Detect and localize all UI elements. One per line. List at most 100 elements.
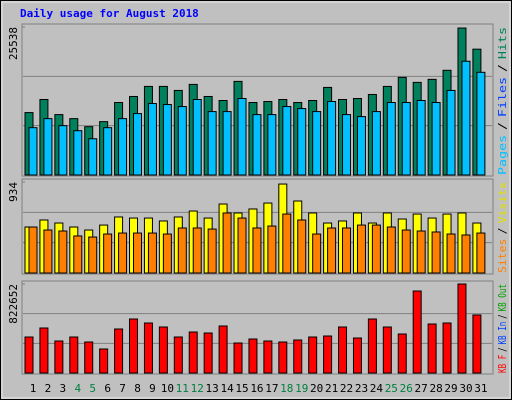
bar (457, 283, 467, 374)
bar (39, 327, 49, 374)
bar (147, 232, 157, 274)
x-tick-label: 12 (191, 382, 204, 395)
legend-separator: / (496, 64, 509, 72)
bar (88, 138, 98, 176)
x-tick-label: 31 (474, 382, 487, 395)
bar (58, 125, 68, 176)
bar (237, 217, 247, 274)
bar (28, 127, 38, 176)
legend-item: Pages (496, 135, 509, 175)
bar (24, 336, 34, 374)
bar (222, 212, 232, 274)
bar (442, 322, 452, 374)
legend: Sites / Visits (496, 182, 509, 273)
legend-item: KB F (496, 355, 509, 373)
bar (103, 127, 113, 176)
bar (327, 227, 337, 274)
bar (133, 232, 143, 274)
x-tick-label: 10 (161, 382, 174, 395)
bar (73, 130, 83, 176)
bar (218, 325, 228, 374)
x-tick-label: 19 (295, 382, 308, 395)
legend-item: KB In (496, 322, 509, 345)
bar (342, 227, 352, 274)
x-tick-label: 5 (89, 382, 96, 395)
x-tick-label: 27 (415, 382, 428, 395)
bar (54, 340, 64, 374)
bar (43, 118, 53, 176)
x-tick-label: 7 (119, 382, 126, 395)
bar (293, 339, 303, 374)
bar (103, 233, 113, 274)
x-tick-label: 9 (149, 382, 156, 395)
bar (143, 322, 153, 374)
bar (248, 338, 258, 374)
bar (401, 102, 411, 176)
bar (356, 224, 366, 274)
bar (114, 328, 124, 374)
bar (147, 103, 157, 176)
bar (158, 326, 168, 374)
bar (118, 118, 128, 176)
x-tick-label: 28 (429, 382, 442, 395)
bar (203, 332, 213, 374)
legend: KB F / KB In / KB Out (496, 284, 509, 373)
bar (308, 336, 318, 374)
bar (129, 318, 139, 374)
bar (88, 236, 98, 274)
x-tick-label: 16 (250, 382, 263, 395)
x-tick-label: 21 (325, 382, 338, 395)
bar (73, 235, 83, 274)
bar (312, 233, 322, 274)
x-tick-label: 8 (134, 382, 141, 395)
bar (446, 89, 456, 176)
bar (233, 342, 243, 374)
bar (282, 106, 292, 176)
bar (356, 116, 366, 176)
bar (278, 341, 288, 374)
bar (192, 98, 202, 176)
legend-item: Visits (496, 182, 509, 223)
bar (28, 226, 38, 274)
bar (312, 111, 322, 176)
legend-item: Files (496, 77, 509, 117)
bar (188, 331, 198, 374)
bar (162, 233, 172, 274)
bar (207, 228, 217, 274)
bar (352, 337, 362, 374)
bar (476, 71, 486, 176)
x-tick-label: 4 (74, 382, 81, 395)
y-tick-label: 822652 (7, 284, 20, 324)
bar (476, 232, 486, 274)
bar (267, 225, 277, 274)
legend-item: KB Out (496, 284, 509, 312)
x-tick-label: 20 (310, 382, 323, 395)
bar (297, 108, 307, 176)
bar (431, 102, 441, 176)
legend-item: Hits (496, 27, 509, 59)
bar (99, 348, 109, 374)
bar (416, 230, 426, 274)
x-tick-label: 13 (206, 382, 219, 395)
x-tick-label: 3 (60, 382, 67, 395)
bar (267, 114, 277, 176)
bar (338, 326, 348, 374)
bar (84, 341, 94, 374)
bar (252, 114, 262, 176)
bar (192, 227, 202, 274)
bar (177, 227, 187, 274)
bar (412, 290, 422, 374)
bar (367, 318, 377, 374)
x-tick-label: 15 (235, 382, 248, 395)
bar (69, 336, 79, 374)
bar (237, 97, 247, 176)
bar (382, 326, 392, 374)
bar (446, 233, 456, 274)
legend-separator: / (496, 122, 509, 130)
x-tick-label: 11 (176, 382, 189, 395)
x-tick-label: 1 (30, 382, 37, 395)
x-tick-label: 6 (104, 382, 111, 395)
